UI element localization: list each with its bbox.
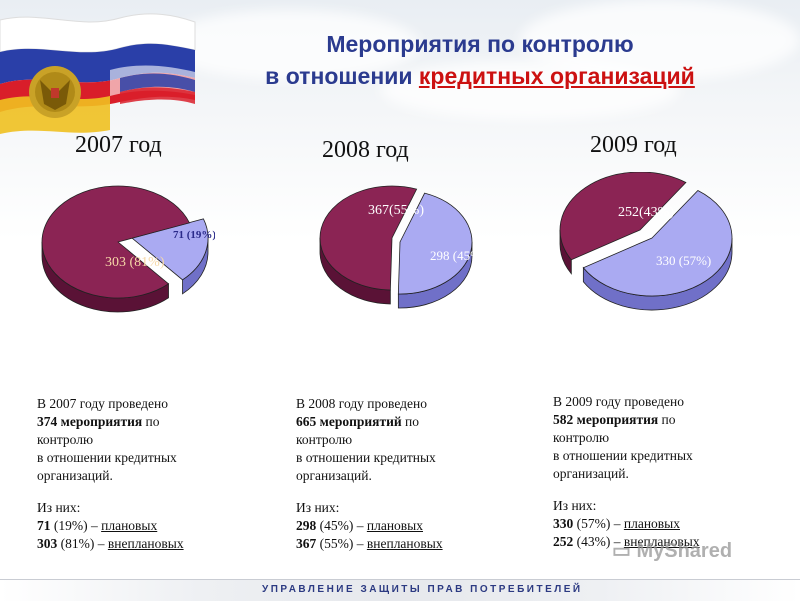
pie-slice-внеплановых bbox=[41, 185, 190, 299]
pie-data-label-внеплановых: 303 (81%) bbox=[105, 255, 165, 270]
desc-count: 582 мероприятия bbox=[553, 412, 659, 427]
desc-line: организаций. bbox=[296, 468, 372, 483]
desc-planned-num: 298 bbox=[296, 518, 317, 533]
title-line-2-plain: в отношении bbox=[265, 63, 419, 89]
desc-count-rest: по bbox=[401, 414, 419, 429]
description-2007: В 2007 году проведено 374 мероприятия по… bbox=[37, 395, 184, 553]
year-heading-2008: 2008 год bbox=[322, 137, 409, 163]
desc-unplanned-pct: (81%) – bbox=[57, 536, 108, 551]
desc-count: 665 мероприятий bbox=[296, 414, 402, 429]
pie-data-label-внеплановых: 252(43%) bbox=[618, 205, 674, 220]
desc-planned-line: 71 (19%) – плановых bbox=[37, 517, 184, 535]
desc-unplanned-num: 367 bbox=[296, 536, 317, 551]
desc-count-rest: по bbox=[658, 412, 676, 427]
footer-bar: УПРАВЛЕНИЕ ЗАЩИТЫ ПРАВ ПОТРЕБИТЕЛЕЙ bbox=[0, 579, 800, 601]
pie-slice-внеплановых bbox=[319, 185, 418, 291]
pie-chart-2009: 330 (57%) 252(43%) bbox=[559, 172, 733, 311]
desc-line: контролю bbox=[37, 432, 94, 447]
desc-unplanned-word: внеплановых bbox=[107, 536, 184, 551]
title-line-1: Мероприятия по контролю bbox=[326, 31, 634, 57]
desc-unplanned-word: внеплановых bbox=[366, 536, 443, 551]
russian-flag-emblem bbox=[0, 13, 196, 134]
desc-planned-num: 330 bbox=[553, 516, 574, 531]
desc-line: организаций. bbox=[37, 468, 113, 483]
pie-chart-2007: 71 (19%) 303 (81%) bbox=[41, 185, 215, 313]
desc-planned-pct: (45%) – bbox=[316, 518, 367, 533]
year-heading-2009: 2009 год bbox=[590, 132, 677, 158]
desc-unplanned-line: 252 (43%) – внеплановых bbox=[553, 533, 700, 551]
title-line-2: в отношении кредитных организаций bbox=[200, 60, 760, 92]
desc-line: В 2008 году проведено bbox=[296, 396, 427, 411]
pie-slice-плановых bbox=[397, 192, 473, 295]
page-title: Мероприятия по контролю в отношении кред… bbox=[200, 28, 760, 92]
desc-planned-word: плановых bbox=[623, 516, 680, 531]
pie-data-label-плановых: 298 (45%) bbox=[430, 248, 477, 263]
watermark-text: MyShared bbox=[636, 540, 733, 562]
desc-planned-word: плановых bbox=[366, 518, 423, 533]
footer-text: УПРАВЛЕНИЕ ЗАЩИТЫ ПРАВ ПОТРЕБИТЕЛЕЙ bbox=[262, 584, 583, 595]
desc-unplanned-line: 303 (81%) – внеплановых bbox=[37, 535, 184, 553]
pie-data-label-внеплановых: 367(55%) bbox=[368, 203, 424, 218]
year-heading-2007: 2007 год bbox=[75, 132, 162, 158]
desc-line: В 2009 году проведено bbox=[553, 394, 684, 409]
desc-line: контролю bbox=[553, 430, 610, 445]
pie-slice-плановых bbox=[131, 218, 209, 281]
desc-planned-line: 330 (57%) – плановых bbox=[553, 515, 700, 533]
desc-unplanned-num: 303 bbox=[37, 536, 58, 551]
desc-unplanned-line: 367 (55%) – внеплановых bbox=[296, 535, 443, 553]
pie-slice-внеплановых bbox=[559, 172, 687, 261]
pie-chart-2008: 298 (45%) 367(55%) bbox=[319, 185, 477, 309]
desc-planned-pct: (57%) – bbox=[573, 516, 624, 531]
presentation-icon: ▭ bbox=[612, 540, 631, 562]
desc-count: 374 мероприятия bbox=[37, 414, 143, 429]
desc-count-rest: по bbox=[142, 414, 160, 429]
watermark: ▭ MyShared bbox=[612, 538, 732, 563]
desc-line: в отношении кредитных bbox=[296, 450, 436, 465]
desc-unplanned-word: внеплановых bbox=[623, 534, 700, 549]
title-line-2-highlight: кредитных организаций bbox=[418, 63, 695, 89]
desc-line: контролю bbox=[296, 432, 353, 447]
pie-slice-плановых bbox=[582, 189, 733, 297]
desc-planned-pct: (19%) – bbox=[50, 518, 102, 533]
pie-data-label-плановых: 330 (57%) bbox=[656, 253, 711, 268]
desc-count-line: 374 мероприятия по bbox=[37, 413, 184, 431]
desc-line: организаций. bbox=[553, 466, 629, 481]
desc-planned-word: плановых bbox=[101, 518, 158, 533]
desc-of-them: Из них: bbox=[296, 500, 340, 515]
desc-line: В 2007 году проведено bbox=[37, 396, 168, 411]
desc-unplanned-pct: (55%) – bbox=[316, 536, 367, 551]
desc-unplanned-num: 252 bbox=[553, 534, 574, 549]
desc-of-them: Из них: bbox=[553, 498, 597, 513]
desc-count-line: 582 мероприятия по bbox=[553, 411, 700, 429]
desc-planned-line: 298 (45%) – плановых bbox=[296, 517, 443, 535]
double-headed-eagle-icon bbox=[29, 66, 81, 118]
desc-planned-num: 71 bbox=[37, 518, 51, 533]
desc-line: в отношении кредитных bbox=[553, 448, 693, 463]
description-2009: В 2009 году проведено 582 мероприятия по… bbox=[553, 393, 700, 551]
pie-data-label-плановых: 71 (19%) bbox=[173, 229, 215, 241]
description-2008: В 2008 году проведено 665 мероприятий по… bbox=[296, 395, 443, 553]
desc-of-them: Из них: bbox=[37, 500, 81, 515]
desc-count-line: 665 мероприятий по bbox=[296, 413, 443, 431]
desc-unplanned-pct: (43%) – bbox=[573, 534, 624, 549]
desc-line: в отношении кредитных bbox=[37, 450, 177, 465]
